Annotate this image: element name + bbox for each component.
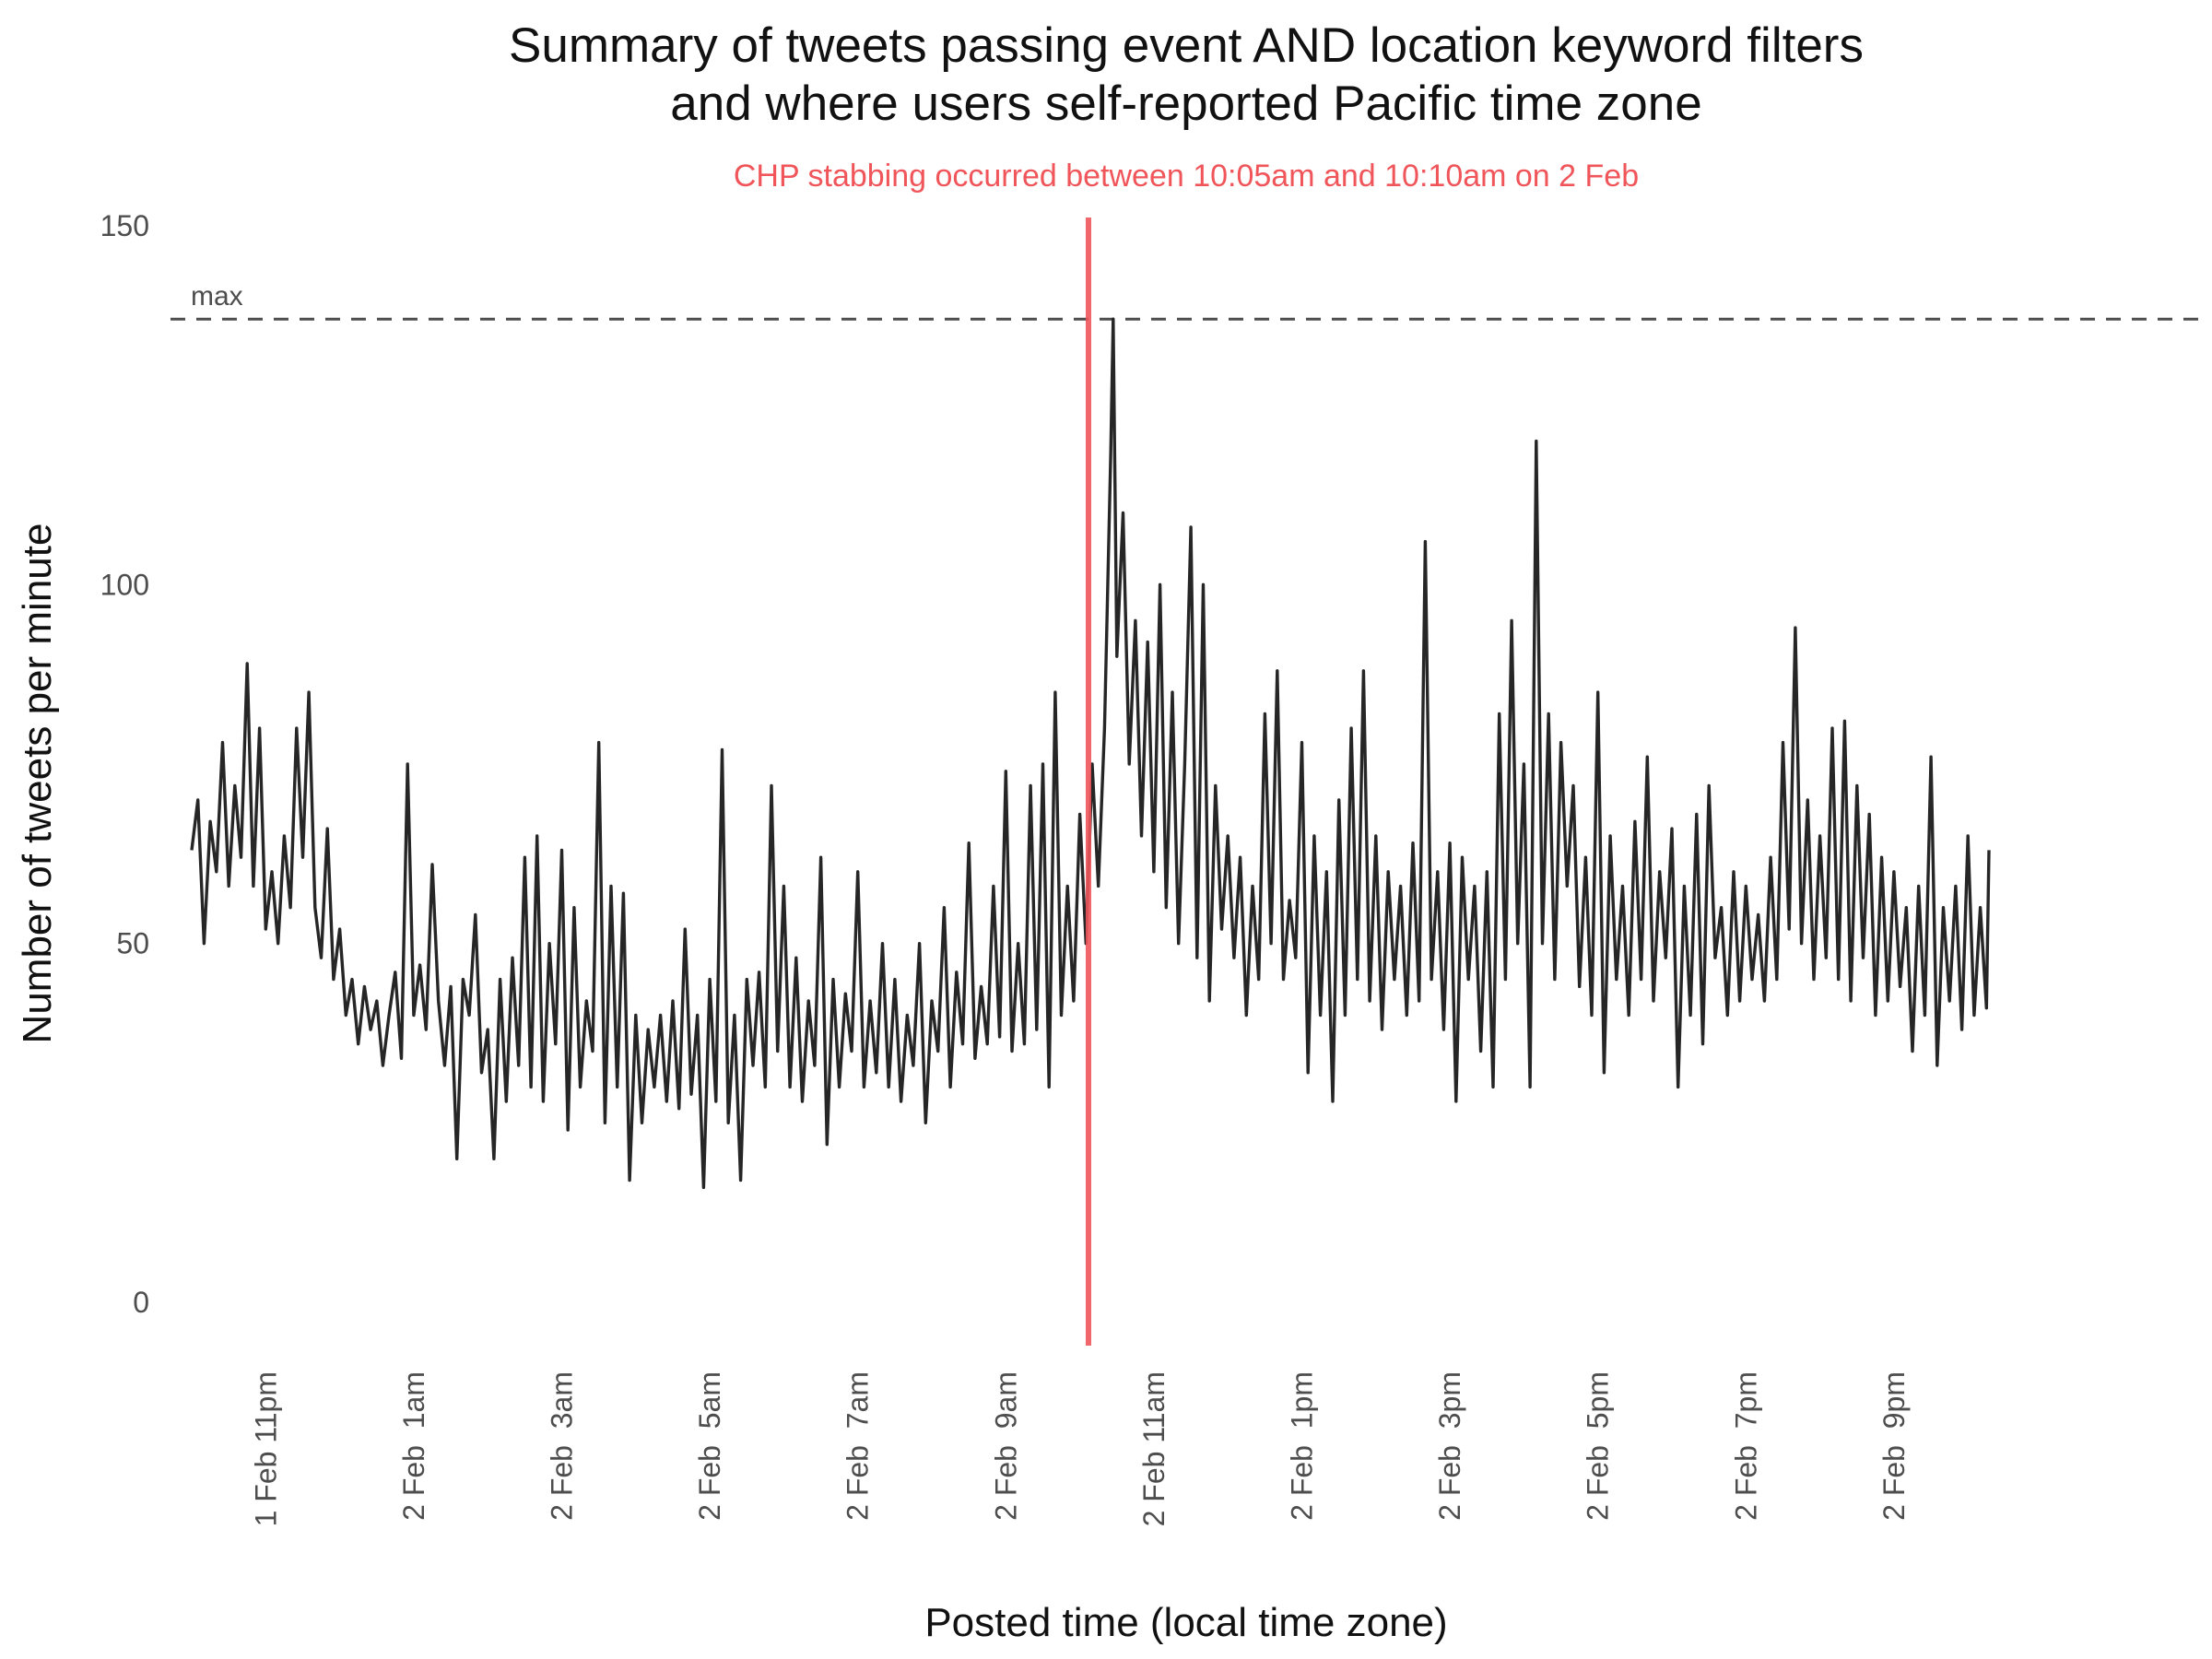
x-tick-label: 2 Feb 11am	[1137, 1371, 1171, 1526]
x-tick-label: 2 Feb 9am	[989, 1371, 1022, 1521]
x-tick-label: 2 Feb 3am	[546, 1371, 579, 1521]
x-axis-label: Posted time (local time zone)	[924, 1600, 1447, 1645]
y-tick-label: 50	[116, 927, 149, 960]
x-tick-label: 2 Feb 7pm	[1729, 1371, 1762, 1521]
chart-subtitle: CHP stabbing occurred between 10:05am an…	[734, 159, 1639, 194]
chart-title: Summary of tweets passing event AND loca…	[509, 18, 1864, 73]
y-tick-label: 150	[100, 209, 149, 242]
x-tick-label: 2 Feb 1pm	[1286, 1371, 1319, 1521]
series-line-tweets	[190, 317, 1991, 1190]
x-tick-label: 2 Feb 3pm	[1433, 1371, 1466, 1521]
max-reference-label: max	[191, 281, 243, 312]
x-axis-ticks: 1 Feb 11pm 2 Feb 1am 2 Feb 3am 2 Feb 5am 2 F…	[249, 1371, 1911, 1526]
y-tick-label: 100	[100, 568, 149, 601]
y-axis-label: Number of tweets per minute	[15, 524, 60, 1044]
y-axis-ticks: 0 50 100 150	[100, 209, 149, 1319]
y-tick-label: 0	[133, 1286, 149, 1319]
x-tick-label: 2 Feb 5am	[693, 1371, 726, 1521]
x-tick-label: 1 Feb 11pm	[249, 1371, 282, 1526]
x-tick-label: 2 Feb 9pm	[1877, 1371, 1911, 1521]
chart-title-line-2: and where users self-reported Pacific ti…	[670, 76, 1701, 131]
x-tick-label: 2 Feb 1am	[397, 1371, 430, 1521]
x-tick-label: 2 Feb 7am	[841, 1371, 875, 1521]
x-tick-label: 2 Feb 5pm	[1582, 1371, 1615, 1521]
